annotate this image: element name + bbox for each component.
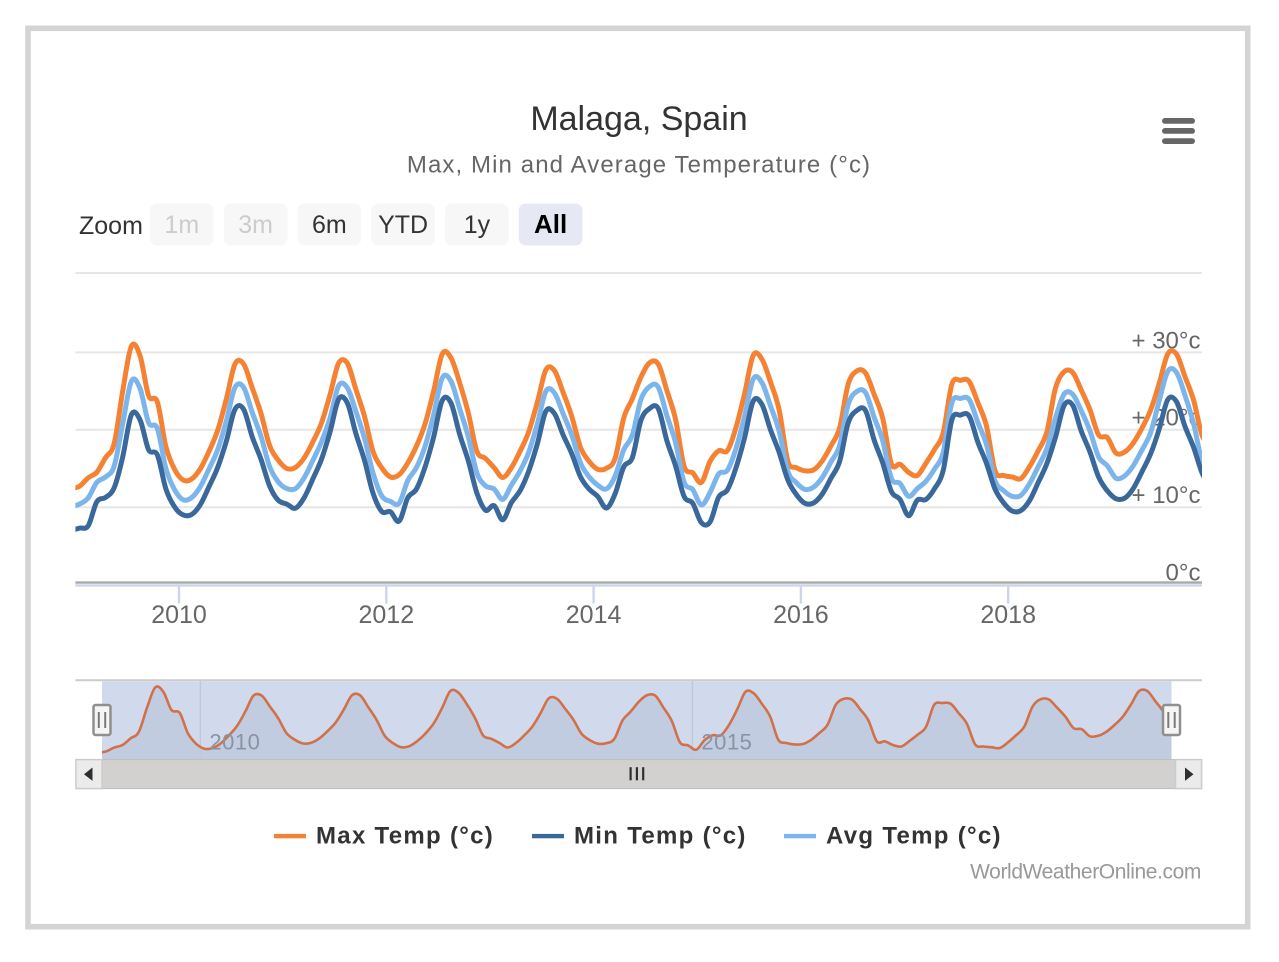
svg-text:2014: 2014 bbox=[566, 601, 622, 629]
svg-text:Avg Temp (°c): Avg Temp (°c) bbox=[826, 823, 1002, 850]
svg-text:3m: 3m bbox=[238, 211, 273, 239]
svg-text:Max Temp (°c): Max Temp (°c) bbox=[316, 823, 494, 850]
svg-text:Zoom: Zoom bbox=[79, 212, 143, 240]
svg-text:2015: 2015 bbox=[701, 729, 752, 754]
svg-text:Malaga, Spain: Malaga, Spain bbox=[530, 100, 747, 138]
svg-text:YTD: YTD bbox=[378, 211, 428, 239]
svg-text:+ 10°c: + 10°c bbox=[1132, 482, 1201, 509]
svg-text:1m: 1m bbox=[164, 211, 199, 239]
svg-text:All: All bbox=[534, 209, 567, 239]
svg-text:2016: 2016 bbox=[773, 601, 829, 629]
svg-text:2018: 2018 bbox=[980, 601, 1036, 629]
svg-text:2010: 2010 bbox=[151, 601, 207, 629]
svg-text:6m: 6m bbox=[312, 211, 347, 239]
svg-text:+ 30°c: + 30°c bbox=[1132, 327, 1201, 354]
svg-text:1y: 1y bbox=[464, 211, 491, 239]
svg-text:2010: 2010 bbox=[209, 729, 260, 754]
svg-text:WorldWeatherOnline.com: WorldWeatherOnline.com bbox=[970, 861, 1201, 884]
svg-text:Max, Min and Average Temperatu: Max, Min and Average Temperature (°c) bbox=[407, 152, 871, 179]
svg-text:2012: 2012 bbox=[358, 601, 414, 629]
svg-text:Min Temp (°c): Min Temp (°c) bbox=[574, 823, 747, 850]
